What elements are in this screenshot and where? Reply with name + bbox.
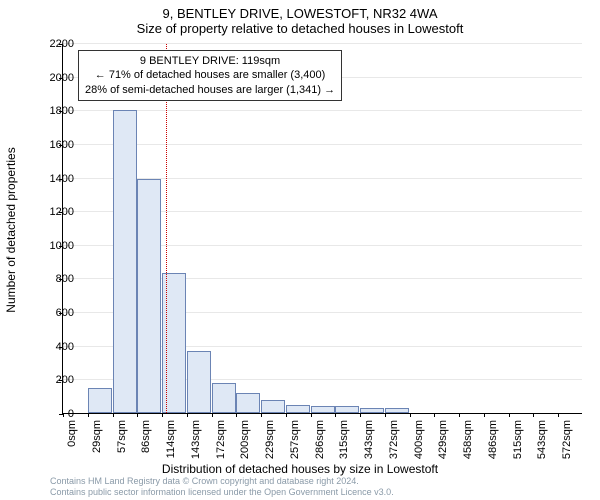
title-line2: Size of property relative to detached ho… bbox=[0, 21, 600, 36]
title-line1: 9, BENTLEY DRIVE, LOWESTOFT, NR32 4WA bbox=[0, 0, 600, 21]
ytick-label: 0 bbox=[34, 408, 74, 420]
bar bbox=[187, 351, 211, 413]
annotation-line1: 9 BENTLEY DRIVE: 119sqm bbox=[85, 54, 335, 68]
ytick-label: 1800 bbox=[34, 105, 74, 117]
xtick-label: 429sqm bbox=[437, 420, 449, 459]
bar bbox=[137, 179, 161, 413]
xtick-label: 286sqm bbox=[314, 420, 326, 459]
xtick-label: 257sqm bbox=[289, 420, 301, 459]
x-axis-label: Distribution of detached houses by size … bbox=[0, 462, 600, 476]
grid-line bbox=[63, 43, 582, 44]
xtick-mark bbox=[484, 413, 485, 417]
xtick-label: 57sqm bbox=[116, 420, 128, 453]
ytick-label: 1200 bbox=[34, 206, 74, 218]
xtick-mark bbox=[509, 413, 510, 417]
ytick-label: 1000 bbox=[34, 240, 74, 252]
bar bbox=[261, 400, 285, 413]
footnote: Contains HM Land Registry data © Crown c… bbox=[50, 476, 590, 498]
xtick-label: 86sqm bbox=[140, 420, 152, 453]
grid-line bbox=[63, 144, 582, 145]
annotation-line3: 28% of semi-detached houses are larger (… bbox=[85, 83, 335, 97]
xtick-mark bbox=[236, 413, 237, 417]
bar bbox=[113, 110, 137, 413]
xtick-label: 515sqm bbox=[512, 420, 524, 459]
xtick-mark bbox=[162, 413, 163, 417]
xtick-mark bbox=[137, 413, 138, 417]
ytick-label: 800 bbox=[34, 273, 74, 285]
xtick-mark bbox=[187, 413, 188, 417]
bar bbox=[286, 405, 310, 413]
annotation-line2: ← 71% of detached houses are smaller (3,… bbox=[85, 68, 335, 82]
ytick-label: 1400 bbox=[34, 173, 74, 185]
xtick-label: 0sqm bbox=[66, 420, 78, 447]
ytick-label: 600 bbox=[34, 307, 74, 319]
xtick-mark bbox=[286, 413, 287, 417]
xtick-mark bbox=[434, 413, 435, 417]
xtick-mark bbox=[212, 413, 213, 417]
xtick-mark bbox=[558, 413, 559, 417]
ytick-label: 400 bbox=[34, 341, 74, 353]
chart-area: 9 BENTLEY DRIVE: 119sqm ← 71% of detache… bbox=[62, 44, 582, 414]
xtick-label: 143sqm bbox=[190, 420, 202, 459]
bar bbox=[385, 408, 409, 413]
grid-line bbox=[63, 110, 582, 111]
xtick-label: 229sqm bbox=[264, 420, 276, 459]
annotation-box: 9 BENTLEY DRIVE: 119sqm ← 71% of detache… bbox=[78, 50, 342, 101]
xtick-label: 315sqm bbox=[338, 420, 350, 459]
xtick-label: 400sqm bbox=[413, 420, 425, 459]
xtick-mark bbox=[459, 413, 460, 417]
xtick-mark bbox=[335, 413, 336, 417]
bar bbox=[335, 406, 359, 413]
xtick-label: 486sqm bbox=[487, 420, 499, 459]
xtick-mark bbox=[533, 413, 534, 417]
xtick-label: 200sqm bbox=[239, 420, 251, 459]
footnote-line2: Contains public sector information licen… bbox=[50, 487, 590, 498]
xtick-label: 543sqm bbox=[536, 420, 548, 459]
ytick-label: 2000 bbox=[34, 72, 74, 84]
xtick-mark bbox=[261, 413, 262, 417]
ytick-label: 2200 bbox=[34, 38, 74, 50]
y-axis-label: Number of detached properties bbox=[4, 147, 18, 312]
bar bbox=[212, 383, 236, 413]
xtick-label: 572sqm bbox=[561, 420, 573, 459]
ytick-label: 200 bbox=[34, 374, 74, 386]
xtick-mark bbox=[311, 413, 312, 417]
xtick-mark bbox=[385, 413, 386, 417]
bar bbox=[311, 406, 335, 413]
xtick-mark bbox=[113, 413, 114, 417]
xtick-label: 458sqm bbox=[462, 420, 474, 459]
xtick-label: 372sqm bbox=[388, 420, 400, 459]
xtick-mark bbox=[410, 413, 411, 417]
xtick-label: 114sqm bbox=[165, 420, 177, 458]
xtick-label: 343sqm bbox=[363, 420, 375, 459]
bar bbox=[236, 393, 260, 413]
bar bbox=[360, 408, 384, 413]
ytick-label: 1600 bbox=[34, 139, 74, 151]
bar bbox=[88, 388, 112, 413]
xtick-label: 172sqm bbox=[215, 420, 227, 459]
footnote-line1: Contains HM Land Registry data © Crown c… bbox=[50, 476, 590, 487]
xtick-mark bbox=[360, 413, 361, 417]
xtick-mark bbox=[88, 413, 89, 417]
xtick-label: 29sqm bbox=[91, 420, 103, 453]
